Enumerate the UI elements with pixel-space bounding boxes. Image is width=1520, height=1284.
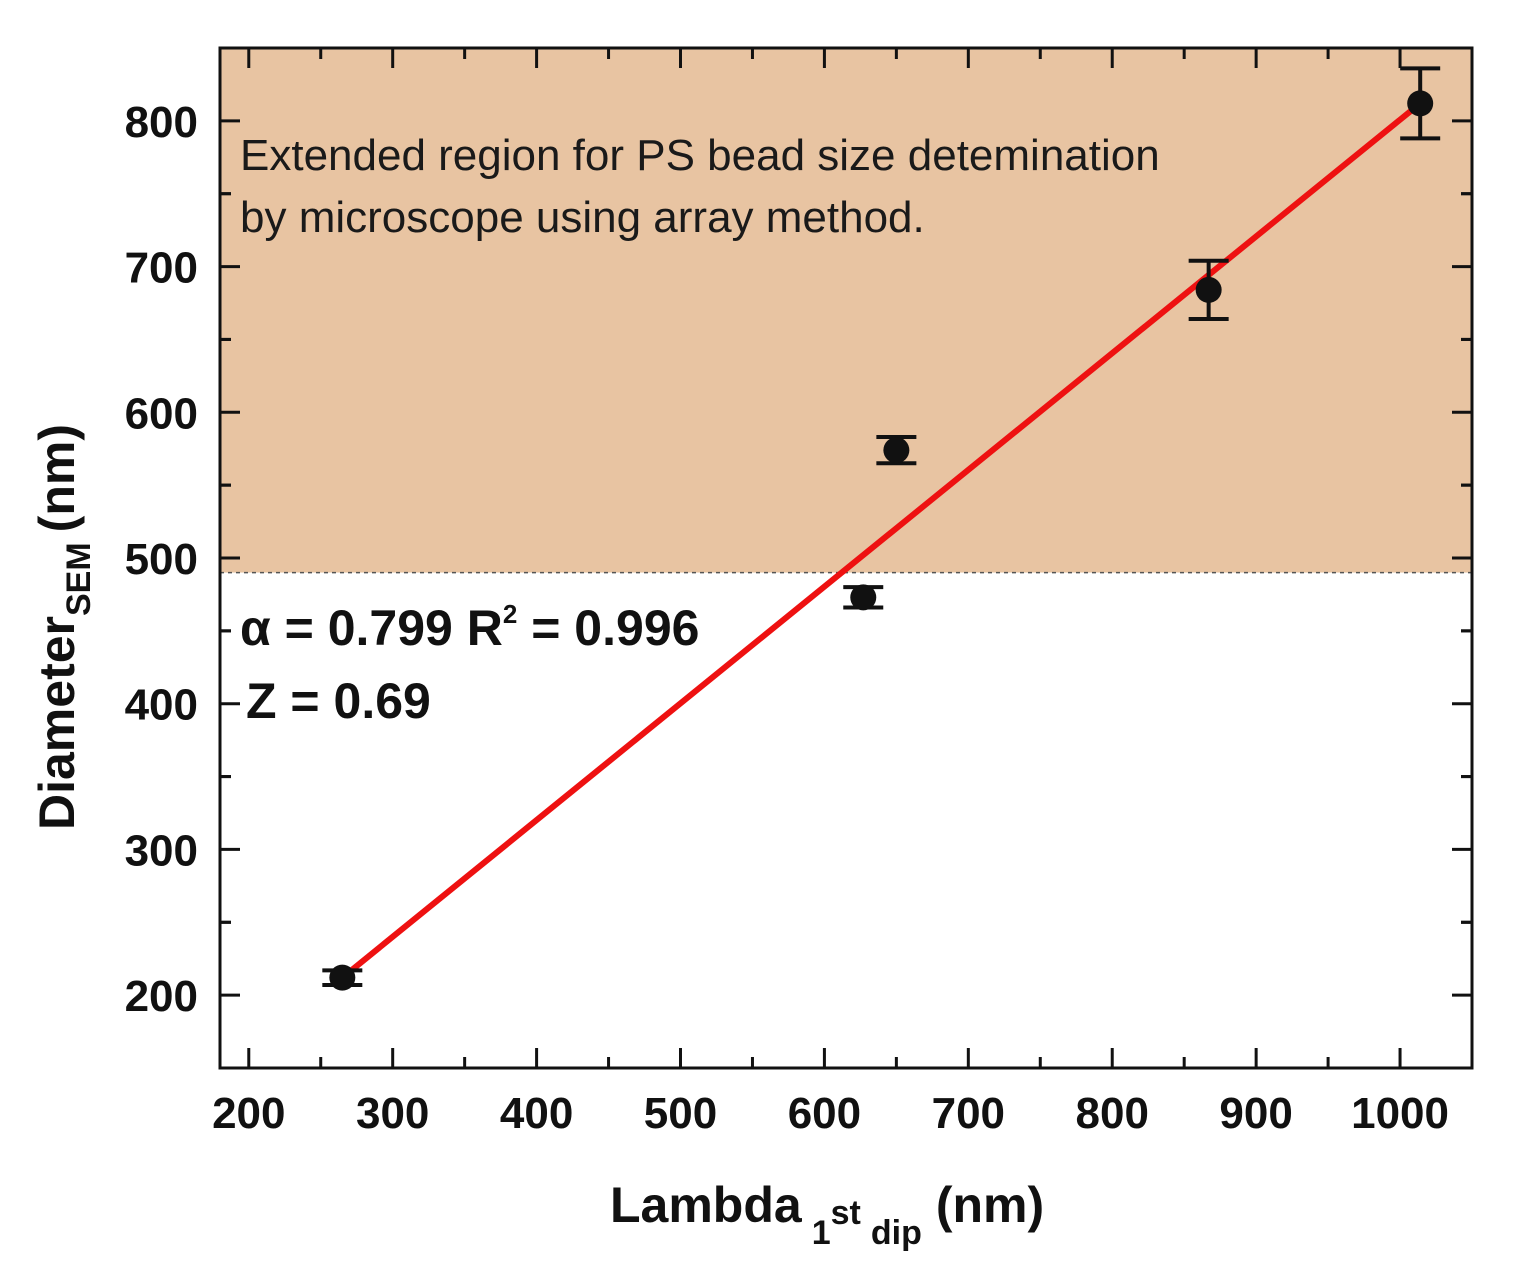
z-stat: Z = 0.69 <box>246 673 431 729</box>
x-axis-num: 1 <box>812 1214 831 1252</box>
y-tick-label: 200 <box>125 972 198 1021</box>
y-tick-label: 700 <box>125 244 198 293</box>
x-tick-label: 200 <box>212 1089 285 1138</box>
r2-value: = 0.996 <box>517 600 699 656</box>
data-point-3 <box>876 435 917 466</box>
alpha-symbol: α <box>240 600 271 656</box>
data-point-2 <box>843 584 884 611</box>
axis-ticks <box>220 48 1472 1068</box>
region-text-line-2: by microscope using array method. <box>240 193 925 242</box>
marker <box>1195 276 1222 303</box>
plot-frame <box>218 46 1474 1070</box>
data-point-5 <box>1400 66 1441 141</box>
data-points <box>322 66 1441 991</box>
y-tick-label: 800 <box>125 98 198 147</box>
x-tick-label: 1000 <box>1351 1089 1449 1138</box>
x-axis-unit: (nm) <box>936 1177 1044 1233</box>
y-tick-label: 300 <box>125 826 198 875</box>
x-axis-main: Lambda <box>610 1177 803 1233</box>
fit-line <box>339 100 1424 981</box>
y-axis-sub: SEM <box>60 542 98 616</box>
alpha-r2-stat: α = 0.799 R2 = 0.996 <box>240 599 699 656</box>
x-tick-label: 900 <box>1219 1089 1292 1138</box>
marker <box>850 584 877 611</box>
y-tick-label: 600 <box>125 389 198 438</box>
x-axis-sup: st <box>831 1194 861 1232</box>
x-tick-labels: 200 300 400 500 600 700 800 900 1000 <box>212 1089 1449 1138</box>
marker <box>329 964 356 991</box>
data-point-4 <box>1188 258 1229 322</box>
alpha-value: = 0.799 R <box>271 600 503 656</box>
r2-superscript: 2 <box>503 599 517 629</box>
x-tick-label: 600 <box>788 1089 861 1138</box>
data-point-1 <box>322 964 363 991</box>
y-axis-main: Diameter <box>29 616 85 830</box>
y-axis-unit: (nm) <box>29 424 85 532</box>
y-tick-labels: 200 300 400 500 600 700 800 <box>125 98 198 1021</box>
x-tick-label: 500 <box>644 1089 717 1138</box>
x-tick-label: 800 <box>1076 1089 1149 1138</box>
marker <box>883 437 910 464</box>
x-axis-sub: dip <box>871 1214 922 1252</box>
marker <box>1407 90 1434 117</box>
x-tick-label: 300 <box>356 1089 429 1138</box>
y-tick-label: 500 <box>125 535 198 584</box>
x-tick-label: 400 <box>500 1089 573 1138</box>
y-tick-label: 400 <box>125 681 198 730</box>
y-axis-title: DiameterSEM (nm) <box>29 424 98 830</box>
region-text-line-1: Extended region for PS bead size detemin… <box>240 131 1160 180</box>
extended-region-shading <box>220 48 1472 573</box>
x-axis-title: Lambda 1stdip (nm) <box>610 1177 1044 1252</box>
x-tick-label: 700 <box>932 1089 1005 1138</box>
